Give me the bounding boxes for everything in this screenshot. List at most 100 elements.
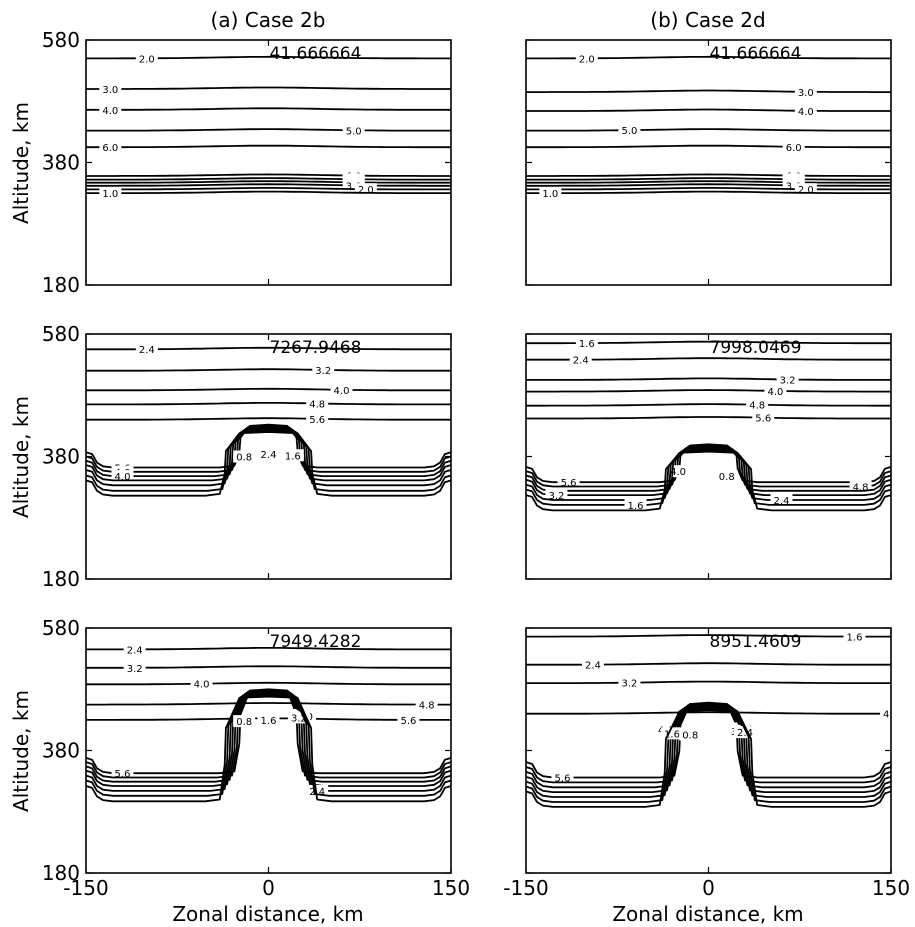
contour-line-2.4 — [526, 706, 891, 798]
contour-label-3.2: 3.2 — [312, 363, 335, 377]
y-axis-title-row2: Altitude, km — [9, 396, 33, 518]
contour-label-0.8: 0.8 — [233, 450, 256, 464]
svg-text:1.0: 1.0 — [102, 189, 118, 200]
contour-label-4.8: 4.8 — [746, 398, 769, 412]
contour-label-2.4: 2.4 — [569, 353, 592, 367]
contour-line-2.4 — [86, 647, 451, 651]
contour-line-1.6 — [526, 634, 891, 638]
contour-lines: 1.62.43.24.05.64.84.03.22.41.60.8 — [526, 630, 899, 808]
svg-text:3.0: 3.0 — [786, 181, 802, 192]
contour-line-1.6 — [526, 708, 891, 803]
contour-label-3.2: 3.2 — [545, 489, 568, 502]
contour-label-3.0: 3.0 — [99, 82, 122, 96]
contour-label-2.4: 2.4 — [734, 726, 756, 739]
contour-label-2.4: 2.4 — [135, 343, 158, 356]
svg-text:2.0: 2.0 — [139, 54, 155, 65]
contour-line-1.0 — [86, 190, 451, 194]
svg-text:4.0: 4.0 — [883, 710, 899, 721]
contour-line-4.0 — [86, 426, 451, 477]
contour-line-4.0 — [526, 108, 891, 112]
contour-line-4.0 — [86, 180, 451, 184]
contour-label-2.4: 2.4 — [770, 493, 793, 507]
svg-text:0.8: 0.8 — [236, 717, 252, 728]
svg-text:2.4: 2.4 — [774, 496, 790, 507]
y-tick-label: 380 — [42, 739, 80, 763]
y-axis-title-row3: Altitude, km — [9, 690, 33, 812]
plot-frame — [85, 39, 452, 286]
contour-line-1.6 — [86, 429, 451, 492]
contour-lines: 1.62.43.24.04.85.65.6 4.84.03.2 2.41.60.8 — [526, 337, 891, 512]
svg-text:0.8: 0.8 — [682, 731, 698, 742]
contour-line-1.0 — [526, 190, 891, 194]
y-tick-label: 180 — [42, 567, 80, 591]
contour-line-5.0 — [86, 177, 451, 181]
svg-text:2.4: 2.4 — [139, 345, 155, 356]
contour-label-0.8: 0.8 — [679, 728, 702, 742]
svg-text:5.6: 5.6 — [561, 478, 577, 489]
svg-text:4.8: 4.8 — [853, 483, 869, 494]
panel-group: 2.03.04.05.06.06.05.04.03.02.01.01803805… — [42, 28, 910, 900]
svg-text:5.6: 5.6 — [115, 769, 131, 780]
svg-text:5.0: 5.0 — [346, 126, 362, 137]
svg-text:6.0: 6.0 — [786, 143, 802, 154]
contour-label-0.8: 0.8 — [715, 470, 738, 483]
svg-text:2.4: 2.4 — [573, 356, 589, 367]
x-tick-label: -150 — [503, 876, 548, 900]
panel-1-0: 2.03.04.05.06.06.05.04.03.02.01.041.6666… — [525, 39, 892, 286]
contour-label-2.0: 2.0 — [135, 52, 158, 65]
panel-1-2: 1.62.43.24.05.64.84.03.22.41.60.8-150015… — [503, 627, 910, 900]
contour-line-3.2 — [526, 705, 891, 793]
contour-line-3.2 — [86, 665, 451, 669]
y-axis-title-row1: Altitude, km — [9, 102, 33, 224]
contour-line-5.6 — [526, 701, 891, 779]
contour-label-4.0: 4.0 — [880, 707, 899, 721]
contour-label-3.2: 3.2 — [618, 676, 641, 690]
contour-line-6.0 — [526, 173, 891, 177]
contour-line-4.0 — [86, 107, 451, 111]
contour-line-5.0 — [526, 128, 891, 132]
svg-text:6.0: 6.0 — [102, 143, 118, 154]
svg-text:4.0: 4.0 — [798, 107, 814, 118]
contour-label-5.0: 5.0 — [618, 124, 641, 137]
contour-label-1.6: 1.6 — [257, 713, 280, 727]
contour-line-5.0 — [526, 177, 891, 181]
contour-line-3.2 — [86, 368, 451, 372]
panel-0-2: 2.43.24.04.85.65.64.84.03.22.41.60.81803… — [42, 616, 470, 900]
contour-label-4.0: 4.0 — [764, 384, 787, 398]
time-label: 41.666664 — [270, 44, 362, 64]
contour-label-1.6: 1.6 — [575, 337, 598, 350]
svg-text:3.0: 3.0 — [102, 85, 118, 96]
contour-label-5.6: 5.6 — [752, 411, 775, 425]
contour-line-2.4 — [86, 428, 451, 487]
panel-0-1: 2.43.24.04.85.65.64.84.03.22.41.60.81803… — [42, 322, 452, 591]
svg-text:3.2: 3.2 — [315, 366, 331, 377]
contour-line-6.0 — [86, 144, 451, 149]
contour-label-2.4: 2.4 — [257, 448, 280, 461]
contour-label-4.8: 4.8 — [306, 397, 329, 410]
panel-1-1: 1.62.43.24.04.85.65.6 4.84.03.2 2.41.60.87… — [525, 333, 892, 580]
contour-line-3.2 — [526, 377, 891, 381]
contour-label-6.0: 6.0 — [99, 141, 122, 154]
svg-text:3.2: 3.2 — [621, 679, 637, 690]
contour-line-5.0 — [86, 128, 451, 132]
plot-frame — [525, 333, 892, 580]
time-label: 7949.4282 — [270, 632, 362, 652]
contour-label-5.6: 5.6 — [397, 713, 420, 727]
svg-text:4.0: 4.0 — [334, 386, 350, 397]
contour-line-2.0 — [526, 187, 891, 191]
contour-line-3.2 — [526, 447, 891, 496]
contour-line-4.8 — [86, 689, 451, 779]
contour-label-5.6: 5.6 — [551, 771, 574, 784]
contour-line-0.8 — [86, 695, 451, 803]
contour-label-4.0: 4.0 — [794, 104, 817, 118]
contour-label-1.0: 1.0 — [99, 187, 122, 200]
svg-text:0.8: 0.8 — [236, 453, 252, 464]
contour-label-4.0: 4.0 — [99, 103, 122, 117]
y-tick-label: 380 — [42, 151, 80, 175]
svg-text:5.6: 5.6 — [400, 716, 416, 727]
contour-lines: 2.03.04.05.06.06.05.04.03.02.01.0 — [86, 52, 451, 200]
contour-line-4.8 — [86, 425, 451, 473]
svg-text:1.6: 1.6 — [664, 729, 680, 740]
axis-ticks — [85, 39, 452, 286]
contour-label-3.0: 3.0 — [794, 85, 817, 99]
